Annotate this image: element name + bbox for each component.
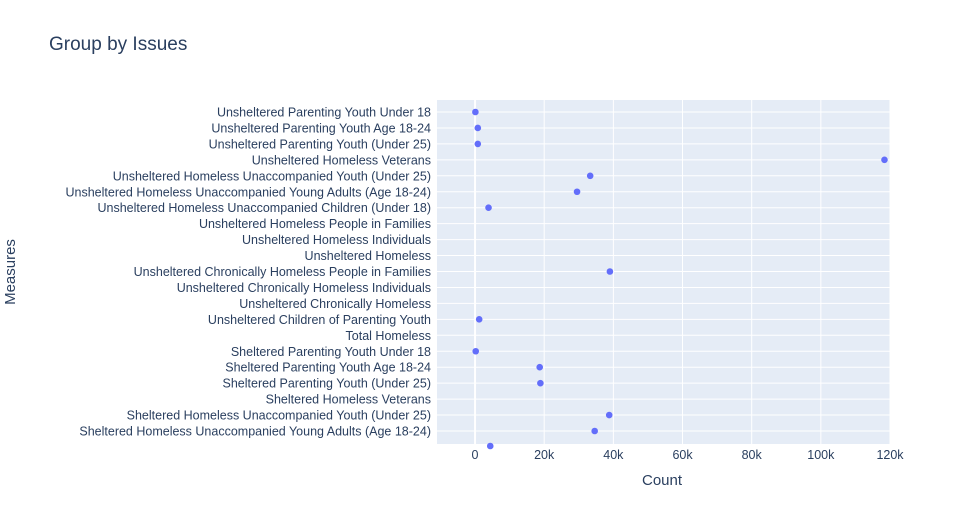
y-tick-label: Unsheltered Parenting Youth Age 18-24 [211, 121, 431, 135]
y-tick-label: Unsheltered Homeless People in Families [199, 217, 431, 231]
chart-title: Group by Issues [49, 34, 187, 55]
data-point [475, 316, 483, 323]
y-tick-label: Sheltered Homeless Unaccompanied Youth (… [127, 409, 431, 423]
y-tick-label: Unsheltered Homeless Unaccompanied Child… [98, 201, 432, 215]
data-point [474, 124, 482, 132]
x-tick-label: 120k [876, 448, 904, 462]
y-tick-labels: Unsheltered Parenting Youth Under 18Unsh… [65, 106, 431, 439]
gridlines [437, 100, 891, 444]
data-point [586, 172, 594, 180]
data-point-clipped [486, 442, 494, 450]
data-point [606, 268, 614, 275]
data-point [485, 204, 492, 211]
y-tick-label: Unsheltered Chronically Homeless People … [134, 265, 431, 279]
y-tick-label: Sheltered Homeless Veterans [266, 393, 431, 407]
x-tick-labels: 0 20k 40k 60k 80k 100k 120k [472, 448, 905, 462]
y-tick-label: Unsheltered Chronically Homeless Individ… [177, 281, 431, 295]
data-point [881, 156, 888, 164]
y-tick-label: Unsheltered Homeless [305, 249, 431, 263]
y-tick-label: Sheltered Parenting Youth (Under 25) [223, 377, 431, 391]
data-point [573, 188, 581, 196]
y-tick-label: Unsheltered Homeless Individuals [242, 233, 431, 247]
data-point [474, 140, 482, 148]
y-tick-label: Unsheltered Parenting Youth (Under 25) [209, 137, 431, 151]
x-tick-label: 20k [534, 448, 555, 462]
y-tick-label: Unsheltered Homeless Veterans [252, 153, 431, 167]
x-tick-label: 60k [672, 448, 693, 462]
data-point [536, 363, 544, 371]
y-tick-label: Sheltered Homeless Unaccompanied Young A… [79, 425, 431, 439]
x-tick-label: 40k [603, 448, 624, 462]
y-axis-title: Measures [2, 239, 19, 305]
data-point [591, 427, 598, 435]
data-point [605, 411, 613, 419]
y-tick-label: Unsheltered Homeless Unaccompanied Youth… [113, 169, 431, 183]
x-axis-title: Count [642, 472, 683, 489]
y-tick-label: Unsheltered Parenting Youth Under 18 [217, 106, 431, 120]
x-tick-label: 100k [807, 448, 835, 462]
y-tick-label: Sheltered Parenting Youth Under 18 [231, 345, 431, 359]
y-tick-label: Total Homeless [346, 329, 431, 343]
data-point [472, 347, 480, 355]
data-point [537, 379, 544, 387]
y-tick-label: Unsheltered Chronically Homeless [239, 297, 431, 311]
data-points [472, 108, 888, 450]
y-tick-label: Unsheltered Children of Parenting Youth [208, 313, 431, 327]
y-tick-label: Sheltered Parenting Youth Age 18-24 [225, 361, 431, 375]
y-tick-label: Unsheltered Homeless Unaccompanied Young… [65, 185, 431, 199]
x-tick-label: 80k [742, 448, 763, 462]
data-point [472, 108, 479, 116]
x-tick-label: 0 [472, 448, 479, 462]
